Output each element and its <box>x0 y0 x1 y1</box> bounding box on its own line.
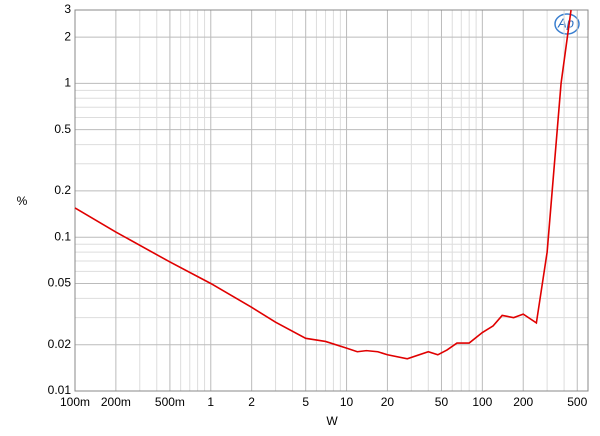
x-tick-label: 50 <box>435 395 449 409</box>
x-tick-label: 5 <box>302 395 309 409</box>
x-tick-label: 500 <box>567 395 587 409</box>
x-tick-label: 100 <box>472 395 492 409</box>
y-tick-label: 0.1 <box>54 229 71 243</box>
y-tick-label: 0.2 <box>54 183 71 197</box>
y-axis-label: % <box>17 194 28 208</box>
y-tick-label: 0.01 <box>48 383 72 397</box>
x-tick-label: 200 <box>513 395 533 409</box>
x-tick-label: 500m <box>155 395 185 409</box>
x-tick-label: 100m <box>60 395 90 409</box>
x-tick-label: 200m <box>101 395 131 409</box>
y-tick-label: 0.02 <box>48 337 72 351</box>
y-tick-label: 1 <box>64 76 71 90</box>
data-line <box>74 9 572 360</box>
x-axis-label: W <box>326 414 338 428</box>
logo: Ap <box>557 15 574 30</box>
y-tick-label: 2 <box>64 29 71 43</box>
x-tick-label: 10 <box>340 395 354 409</box>
x-tick-label: 1 <box>207 395 214 409</box>
y-tick-label: 0.05 <box>48 276 72 290</box>
y-tick-label: 0.5 <box>54 122 71 136</box>
y-tick-label: 3 <box>64 2 71 16</box>
plot-frame <box>74 9 589 392</box>
x-tick-label: 20 <box>381 395 395 409</box>
x-tick-label: 2 <box>248 395 255 409</box>
